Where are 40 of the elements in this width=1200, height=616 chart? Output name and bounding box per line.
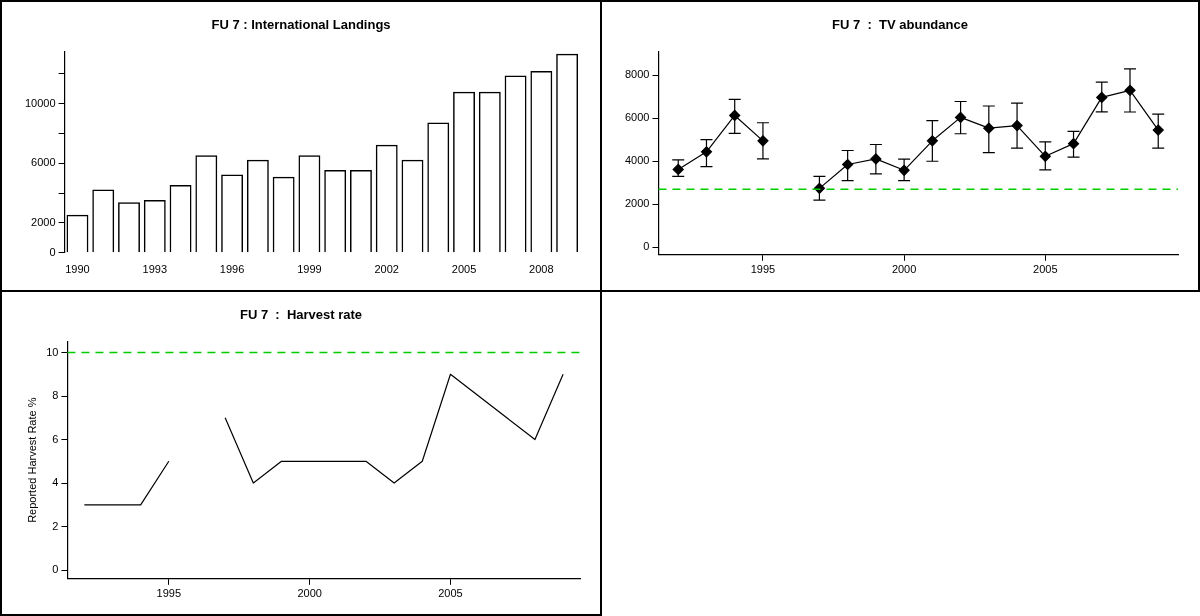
point xyxy=(672,163,684,176)
y-tick-label: 4000 xyxy=(624,154,650,167)
y-tick-label: 6000 xyxy=(31,156,56,169)
point xyxy=(729,109,741,122)
point xyxy=(1152,124,1164,136)
x-tick-label: 2000 xyxy=(891,263,917,276)
point xyxy=(926,135,938,147)
x-tick-label: 2005 xyxy=(451,263,477,276)
x-tick-label: 2005 xyxy=(438,587,463,600)
x-tick-label: 2000 xyxy=(297,587,322,600)
y-tick-label: 6000 xyxy=(624,111,650,124)
point xyxy=(842,158,854,171)
y-tick-label: 2 xyxy=(52,519,59,532)
x-tick-label: 1990 xyxy=(65,263,90,276)
point xyxy=(1096,91,1108,103)
x-tick-label: 1995 xyxy=(750,263,776,276)
point xyxy=(1067,138,1080,150)
x-tick-label: 1999 xyxy=(297,263,322,276)
x-tick-label: 2008 xyxy=(529,263,554,276)
y-tick-label: 8 xyxy=(52,389,59,402)
y-tick-label: 10 xyxy=(46,345,59,358)
y-tick-label: 4 xyxy=(52,476,59,489)
y-tick-label: 2000 xyxy=(624,197,650,210)
y-tick-label: 6 xyxy=(52,432,59,445)
y-tick-label: 10000 xyxy=(24,96,56,109)
x-tick-label: 1995 xyxy=(156,587,182,600)
x-tick-label: 1993 xyxy=(142,263,168,276)
x-tick-label: 2002 xyxy=(374,263,399,276)
x-tick-label: 1996 xyxy=(219,263,245,276)
y-tick-label: 0 xyxy=(52,563,59,576)
x-tick-label: 2005 xyxy=(1033,263,1058,276)
y-tick-label: 2000 xyxy=(31,216,56,229)
y-tick-label: 8000 xyxy=(624,68,650,81)
point xyxy=(700,146,713,158)
chart-title: FU 7 : International Landings xyxy=(211,17,391,33)
chart-title: FU 7 : TV abundance xyxy=(832,17,968,33)
y-tick-label: 0 xyxy=(49,245,56,258)
chart-title: FU 7 : Harvest rate xyxy=(239,307,363,323)
y-axis-title: Reported Harvest Rate % xyxy=(25,397,38,523)
y-tick-label: 0 xyxy=(643,240,650,253)
